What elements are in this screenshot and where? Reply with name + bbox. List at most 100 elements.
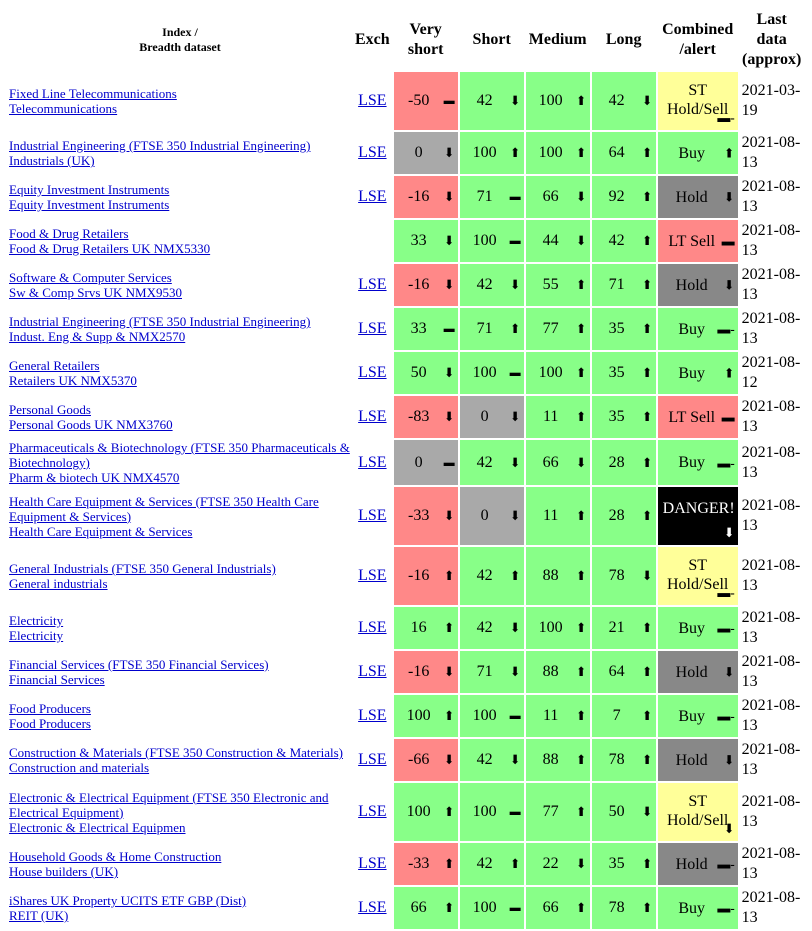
combined-alert-cell: Buy ▬- [657,308,738,350]
arrow-up-icon: ⬆ [509,145,521,160]
breadth-dataset-link[interactable]: Indust. Eng & Supp & NMX2570 [9,329,186,344]
signal-cell-m: 100 ⬆ [525,132,590,174]
signal-value: 42 [476,855,493,872]
flat-dash-icon: ▬- [717,455,735,470]
breadth-dataset-link[interactable]: Food & Drug Retailers UK NMX5330 [9,241,211,256]
breadth-dataset-link[interactable]: Financial Services [9,672,105,687]
exchange-link[interactable]: LSE [358,320,387,337]
signal-cell-l: 71 ⬆ [591,264,656,306]
index-link[interactable]: Health Care Equipment & Services (FTSE 3… [9,493,319,524]
signal-value: -16 [408,188,430,205]
exchange-link[interactable]: LSE [358,144,387,161]
exchange-link[interactable]: LSE [358,899,387,916]
exchange-link[interactable]: LSE [358,803,387,820]
index-link[interactable]: General Retailers [9,358,100,373]
index-link[interactable]: Equity Investment Instruments [9,182,170,197]
index-link[interactable]: General Industrials (FTSE 350 General In… [9,561,276,576]
last-data-date: 2021-03-19 [741,82,801,119]
breadth-dataset-link[interactable]: House builders (UK) [9,864,119,879]
arrow-down-icon: ⬇ [509,409,521,424]
breadth-dataset-link[interactable]: Electronic & Electrical Equipmen [9,819,186,835]
signal-value: 64 [608,144,625,161]
signal-value: 35 [608,320,625,337]
index-link[interactable]: Financial Services (FTSE 350 Financial S… [9,657,269,672]
breadth-dataset-link[interactable]: General industrials [9,576,108,591]
combined-alert-label: Buy [678,320,705,338]
table-row: General Retailers Retailers UK NMX5370 LSE… [9,352,804,394]
exchange-link[interactable]: LSE [358,751,387,768]
index-link[interactable]: Industrial Engineering (FTSE 350 Industr… [9,314,311,329]
flat-dash-icon: ▬- [717,620,735,636]
signal-cell-vs: -16 ⬇ [393,176,458,218]
breadth-dataset-link[interactable]: REIT (UK) [9,908,69,923]
arrow-up-icon: ⬆ [575,409,587,424]
arrow-up-icon: ⬆ [443,804,455,819]
signal-value: 100 [472,707,497,724]
header-index-line1: Index / [162,25,198,39]
index-link[interactable]: Pharmaceuticals & Biotechnology (FTSE 35… [9,440,350,470]
exchange-link[interactable]: LSE [358,188,387,205]
arrow-down-icon: ⬇ [723,821,735,836]
exchange-link[interactable]: LSE [358,707,387,724]
breadth-dataset-link[interactable]: Health Care Equipment & Services [9,523,193,539]
exchange-cell: LSE [353,440,392,485]
index-name-cell: General Retailers Retailers UK NMX5370 [9,352,351,394]
breadth-dataset-link[interactable]: Equity Investment Instruments [9,197,170,212]
breadth-dataset-link[interactable]: Construction and materials [9,760,150,775]
flat-dash-icon: ▬- [717,856,735,872]
arrow-up-icon: ⬆ [575,900,587,915]
index-link[interactable]: Construction & Materials (FTSE 350 Const… [9,745,343,760]
exchange-cell: LSE [353,547,392,605]
exchange-link[interactable]: LSE [358,453,387,471]
index-link[interactable]: Electricity [9,613,64,628]
arrow-up-icon: ⬆ [443,620,455,635]
signal-value: 16 [410,619,427,636]
flat-dash-icon: ▬- [717,585,735,600]
index-link[interactable]: Household Goods & Home Construction [9,849,222,864]
exchange-link[interactable]: LSE [358,855,387,872]
breadth-dataset-link[interactable]: Telecommunications [9,101,118,116]
breadth-dataset-link[interactable]: Industrials (UK) [9,153,95,168]
index-link[interactable]: Industrial Engineering (FTSE 350 Industr… [9,138,311,153]
table-row: General Industrials (FTSE 350 General In… [9,547,804,605]
exchange-link[interactable]: LSE [358,507,387,524]
arrow-down-icon: ⬇ [641,93,653,108]
index-link[interactable]: Electronic & Electrical Equipment (FTSE … [9,789,329,820]
index-link[interactable]: Software & Computer Services [9,270,172,285]
last-data-date: 2021-08-13 [741,443,801,481]
signal-value: 33 [410,232,427,249]
breadth-dataset-link[interactable]: Sw & Comp Srvs UK NMX9530 [9,285,182,300]
signal-cell-s: 42 ⬇ [459,440,524,485]
index-link[interactable]: Fixed Line Telecommunications [9,86,177,101]
exchange-link[interactable]: LSE [358,567,387,584]
flat-dash-icon: ▬ [443,456,455,469]
index-link[interactable]: Personal Goods [9,402,91,417]
signal-cell-m: 55 ⬆ [525,264,590,306]
index-link[interactable]: Food Producers [9,701,91,716]
exchange-link[interactable]: LSE [358,92,387,109]
exchange-link[interactable]: LSE [358,276,387,293]
index-link[interactable]: Food & Drug Retailers [9,226,129,241]
exchange-link[interactable]: LSE [358,663,387,680]
breadth-dataset-link[interactable]: Food Producers [9,716,91,731]
signal-value: -83 [408,408,430,425]
exchange-cell: LSE [353,308,392,350]
exchange-link[interactable]: LSE [358,364,387,381]
signal-cell-l: 35 ⬆ [591,843,656,885]
header-last-data: Last data (approx) [740,10,804,70]
table-body: Fixed Line Telecommunications Telecommuni… [9,72,804,929]
exchange-link[interactable]: LSE [358,408,387,425]
breadth-dataset-link[interactable]: Personal Goods UK NMX3760 [9,417,173,432]
signal-value: 35 [608,364,625,381]
signal-value: 92 [608,188,625,205]
exchange-cell: LSE [353,487,392,545]
signal-cell-l: 35 ⬆ [591,308,656,350]
breadth-dataset-link[interactable]: Electricity [9,628,64,643]
breadth-dataset-link[interactable]: Pharm & biotech UK NMX4570 [9,470,180,485]
signal-value: 50 [608,803,625,820]
exchange-link[interactable]: LSE [358,619,387,636]
breadth-dataset-link[interactable]: Retailers UK NMX5370 [9,373,137,388]
combined-alert-label: ST Hold/Sell [667,82,729,118]
arrow-up-icon: ⬆ [443,856,455,871]
signal-value: 42 [608,232,625,249]
